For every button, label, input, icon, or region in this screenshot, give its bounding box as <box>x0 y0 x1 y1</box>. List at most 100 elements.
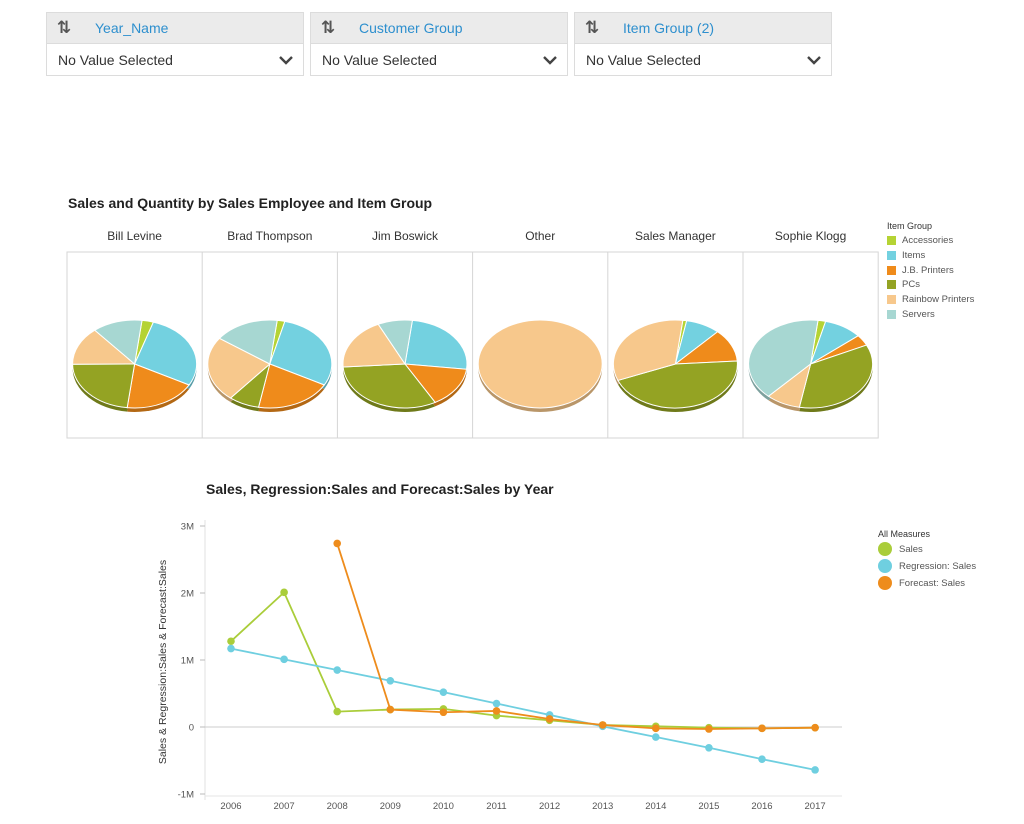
sort-icon[interactable]: ⇅ <box>57 18 71 37</box>
data-point <box>652 733 660 741</box>
filter-dropdown[interactable]: No Value Selected <box>311 44 567 76</box>
data-point <box>492 707 501 715</box>
pie-slice <box>269 320 333 386</box>
x-tick-label: 2015 <box>698 801 719 812</box>
filter-label: Customer Group <box>359 20 463 36</box>
pie-chart-title: Sales and Quantity by Sales Employee and… <box>68 195 433 211</box>
legend-label: PCs <box>902 279 920 291</box>
pie-panel-label: Brad Thompson <box>227 229 312 243</box>
data-point <box>598 721 607 729</box>
data-point <box>333 707 342 716</box>
pie-slice <box>748 319 819 397</box>
data-point <box>705 725 713 733</box>
line-legend-title: All Measures <box>878 529 931 539</box>
filter-value: No Value Selected <box>58 52 173 68</box>
legend-swatch <box>887 250 896 260</box>
pie-slice <box>257 363 326 409</box>
pie-slice <box>612 319 684 382</box>
chevron-down-icon[interactable] <box>543 55 557 65</box>
pie-slice <box>477 319 603 409</box>
pie-legend-item: J.B. Printers <box>887 265 954 276</box>
filter-label: Year_Name <box>95 20 169 36</box>
pie-slice <box>218 319 278 365</box>
data-point <box>386 705 395 714</box>
chevron-down-icon[interactable] <box>279 55 293 65</box>
sort-icon[interactable]: ⇅ <box>585 18 599 37</box>
legend-swatch <box>878 576 892 590</box>
pie-legend-item: Rainbow Printers <box>887 294 974 305</box>
pie-legend-item: Items <box>887 250 925 261</box>
pie-other <box>477 319 603 413</box>
x-tick-label: 2010 <box>433 801 454 812</box>
pie-panel-label: Other <box>525 229 555 243</box>
legend-label: Servers <box>902 309 935 320</box>
pie-slice <box>617 360 738 409</box>
pie-sophie-klogg <box>748 319 874 412</box>
pie-legend-item: Accessories <box>887 235 953 246</box>
pie-panel-label: Jim Boswick <box>372 229 439 243</box>
y-axis-label: Sales & Regression:Sales & Forecast:Sale… <box>157 560 169 764</box>
data-point <box>280 655 288 664</box>
series-regression-sales <box>227 644 819 774</box>
legend-swatch <box>878 542 892 556</box>
data-point <box>758 724 766 733</box>
legend-label: J.B. Printers <box>902 264 954 276</box>
x-tick-label: 2011 <box>486 801 506 812</box>
pie-sales-manager <box>612 319 738 413</box>
pie-slice <box>342 323 406 368</box>
legend-swatch <box>887 280 896 290</box>
pie-slice <box>72 329 136 365</box>
pie-legend-item: PCs <box>887 279 920 290</box>
chevron-down-icon[interactable] <box>807 55 821 65</box>
filter-dropdown[interactable]: No Value Selected <box>575 44 831 76</box>
y-tick-label: 3M <box>181 522 194 533</box>
series-line <box>230 590 816 730</box>
x-tick-label: 2008 <box>327 801 348 812</box>
filter-header[interactable]: ⇅ Item Group (2) <box>575 13 831 44</box>
x-tick-label: 2009 <box>380 801 401 812</box>
legend-label: Rainbow Printers <box>902 294 975 306</box>
data-point <box>227 644 235 653</box>
filter-year-name[interactable]: ⇅ Year_Name No Value Selected <box>46 12 304 76</box>
legend-swatch <box>887 295 896 305</box>
legend-label: Accessories <box>902 235 954 246</box>
pie-slice <box>133 321 198 386</box>
pie-slice <box>798 344 874 409</box>
filter-customer-group[interactable]: ⇅ Customer Group No Value Selected <box>310 12 568 76</box>
pie-slice <box>404 319 468 370</box>
filter-header[interactable]: ⇅ Customer Group <box>311 13 567 44</box>
x-tick-label: 2007 <box>274 801 295 812</box>
filter-value: No Value Selected <box>586 52 701 68</box>
pie-slice <box>342 363 436 409</box>
pie-legend-title: Item Group <box>887 221 933 231</box>
pie-panel-label: Bill Levine <box>107 229 162 243</box>
filter-header[interactable]: ⇅ Year_Name <box>47 13 303 44</box>
y-tick-label: -1M <box>178 790 194 801</box>
pie-slice <box>93 319 143 365</box>
pie-jim-boswick <box>342 319 468 412</box>
pie-panel-label: Sophie Klogg <box>775 229 846 243</box>
x-tick-label: 2012 <box>539 801 560 812</box>
legend-swatch <box>887 310 896 319</box>
data-point <box>439 688 448 696</box>
data-point <box>492 699 501 708</box>
line-legend-item: Regression: Sales <box>878 559 976 573</box>
filter-dropdown[interactable]: No Value Selected <box>47 44 303 76</box>
pie-panel-label: Sales Manager <box>635 229 716 243</box>
line-chart-title: Sales, Regression:Sales and Forecast:Sal… <box>206 481 554 497</box>
y-tick-label: 0 <box>189 723 194 734</box>
data-point <box>758 755 766 763</box>
series-line <box>230 647 816 771</box>
legend-label: Sales <box>899 543 923 555</box>
legend-label: Items <box>902 249 926 261</box>
legend-swatch <box>878 559 892 573</box>
data-point <box>439 708 448 717</box>
pie-slice <box>207 337 271 399</box>
filter-label: Item Group (2) <box>623 20 715 36</box>
data-point <box>705 743 713 752</box>
sort-icon[interactable]: ⇅ <box>321 18 335 37</box>
x-tick-label: 2017 <box>805 801 826 812</box>
filter-item-group[interactable]: ⇅ Item Group (2) No Value Selected <box>574 12 832 76</box>
